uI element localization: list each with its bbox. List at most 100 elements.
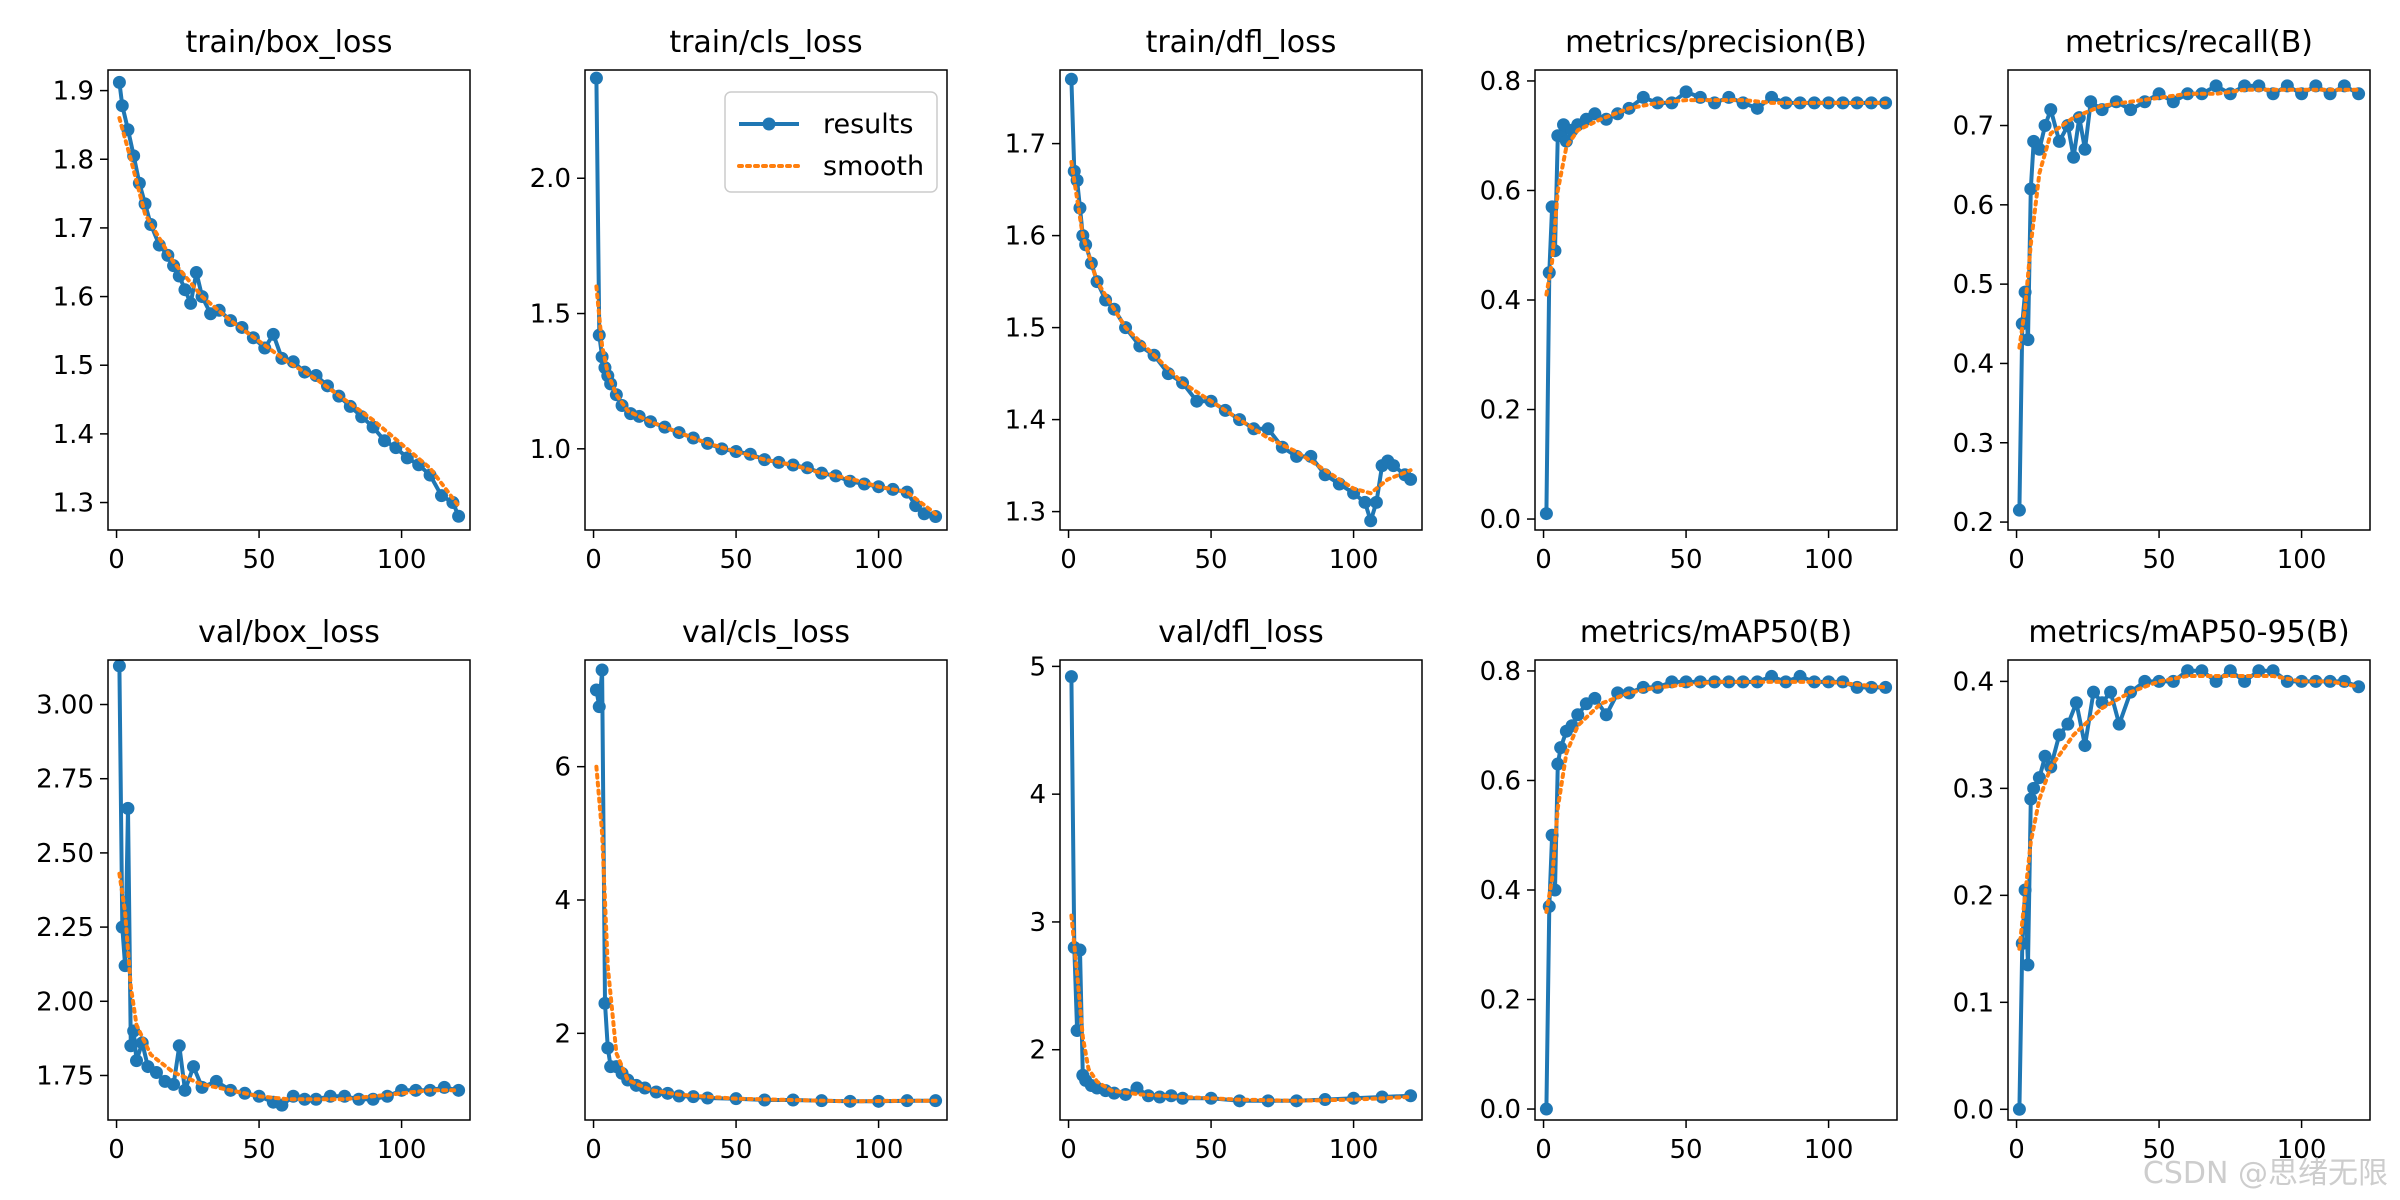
results-point [1364, 514, 1378, 528]
smooth-line [594, 764, 938, 1104]
results-point [1793, 669, 1807, 683]
results-point [2112, 717, 2126, 731]
results-point [589, 71, 603, 85]
subplot-metrics-recall-B: metrics/recall(B) 0.2 0.3 0.4 0.5 0.6 0.7 0 50 10… [1953, 25, 2371, 575]
smooth-line [117, 116, 461, 508]
x-tick-label: 0 [2008, 545, 2025, 575]
results-point [2024, 792, 2038, 806]
smooth-line [117, 871, 461, 1102]
y-tick-label: 0.1 [1953, 988, 1994, 1018]
subplot-train-cls-loss: train/cls_loss 1.0 1.5 2.0 0 50 100 results smoo… [530, 25, 948, 575]
results-point [589, 683, 603, 697]
axes-frame [1059, 659, 1423, 1121]
results-point [2069, 696, 2083, 710]
x-tick-label: 100 [1804, 545, 1854, 575]
legend-smooth-label: smooth [823, 151, 924, 182]
subplot-train-dfl-loss: train/dfl_loss 1.3 1.4 1.5 1.6 1.7 0 50 100 [1005, 25, 1423, 575]
results-point [2067, 150, 2081, 164]
results-point [1588, 691, 1602, 705]
axes-frame [1059, 69, 1423, 531]
y-tick-label: 1.7 [1005, 130, 1046, 160]
results-point [1073, 943, 1087, 957]
x-tick-label: 0 [1535, 1135, 1552, 1165]
subplot-val-cls-loss: val/cls_loss 2 4 6 0 50 100 [554, 615, 948, 1165]
subplot-title: val/dfl_loss [1158, 615, 1323, 650]
results-point [2024, 182, 2038, 196]
results-point [1588, 107, 1602, 121]
results-point [2266, 664, 2280, 678]
x-tick-label: 50 [720, 1135, 753, 1165]
y-tick-label: 0.4 [1953, 667, 1994, 697]
y-tick-label: 0.6 [1480, 176, 1521, 206]
results-point [2027, 781, 2041, 795]
y-tick-label: 2.25 [36, 913, 94, 943]
legend-results-marker [762, 117, 776, 131]
x-tick-label: 100 [377, 545, 427, 575]
smooth-line [1069, 160, 1413, 496]
y-tick-label: 6 [554, 753, 571, 783]
y-tick-label: 1.3 [53, 489, 94, 519]
y-tick-label: 2.75 [36, 765, 94, 795]
results-point [917, 507, 931, 521]
results-line [1069, 79, 1412, 523]
y-tick-label: 0.8 [1480, 657, 1521, 687]
axes-frame [2007, 69, 2371, 531]
x-tick-label: 100 [2277, 545, 2327, 575]
y-tick-label: 2.50 [36, 839, 94, 869]
y-tick-label: 0.0 [1480, 1095, 1521, 1125]
results-point [2181, 664, 2195, 678]
results-point [843, 1094, 857, 1108]
results-point [601, 1041, 615, 1055]
x-tick-label: 0 [108, 1135, 125, 1165]
results-point [452, 509, 466, 523]
y-tick-label: 4 [1029, 780, 1046, 810]
y-tick-label: 2.00 [36, 987, 94, 1017]
results-point [2021, 333, 2035, 347]
subplot-title: train/box_loss [185, 25, 392, 60]
results-point [1750, 675, 1764, 689]
y-tick-label: 0.4 [1480, 876, 1521, 906]
results-point [434, 489, 448, 503]
results-point [178, 1083, 192, 1097]
results-point [2252, 664, 2266, 678]
y-tick-label: 0.5 [1953, 270, 1994, 300]
results-point [400, 451, 414, 465]
subplot-metrics-precision-B: metrics/precision(B) 0.0 0.2 0.4 0.6 0.8 0 50 10… [1480, 25, 1898, 575]
y-tick-label: 3.00 [36, 691, 94, 721]
results-point [184, 296, 198, 310]
results-point [2124, 103, 2138, 117]
legend-results-label: results [823, 109, 913, 140]
results-point [1064, 670, 1078, 684]
axes-frame [107, 69, 471, 531]
results-line [117, 665, 459, 1108]
results-point [1261, 422, 1275, 436]
smooth-line [1544, 98, 1888, 297]
subplot-title: train/cls_loss [669, 25, 862, 60]
results-point [2021, 958, 2035, 972]
subplot-title: train/dfl_loss [1146, 25, 1337, 60]
smooth-line [1544, 679, 1888, 914]
x-tick-label: 0 [585, 1135, 602, 1165]
smooth-line [1069, 913, 1413, 1103]
x-tick-label: 50 [720, 545, 753, 575]
x-tick-label: 0 [1060, 1135, 1077, 1165]
axes-frame [584, 659, 948, 1121]
results-line [1544, 89, 1886, 514]
results-line [1069, 676, 1411, 1103]
results-point [829, 469, 843, 483]
results-point [189, 266, 203, 280]
results-point [2038, 119, 2052, 133]
x-tick-label: 50 [1195, 545, 1228, 575]
results-point [275, 1098, 289, 1112]
subplot-metrics-mAP50-B: metrics/mAP50(B) 0.0 0.2 0.4 0.6 0.8 0 50 100 [1480, 615, 1898, 1165]
x-tick-label: 50 [1670, 545, 1703, 575]
results-point [1386, 459, 1400, 473]
results-point [112, 75, 126, 89]
results-point [909, 499, 923, 513]
x-tick-label: 50 [2143, 545, 2176, 575]
results-point [2038, 749, 2052, 763]
results-point [1369, 495, 1383, 509]
results-line [1544, 674, 1886, 1110]
y-tick-label: 0.4 [1953, 349, 1994, 379]
